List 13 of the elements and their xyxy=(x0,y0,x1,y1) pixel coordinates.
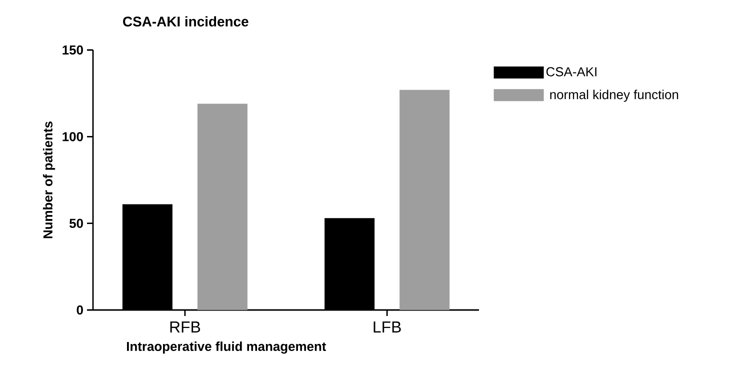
y-tick-label: 150 xyxy=(62,45,83,55)
chart-title: CSA-AKI incidence xyxy=(123,16,248,27)
x-axis-title: Intraoperative fluid management xyxy=(127,342,326,354)
bar xyxy=(400,90,450,310)
y-axis-title: Number of patients xyxy=(42,122,56,238)
x-tick-label: LFB xyxy=(374,322,401,332)
x-tick-label: RFB xyxy=(170,322,200,332)
legend-label: CSA-AKI xyxy=(546,67,596,76)
bar xyxy=(197,104,248,310)
y-tick-label: 50 xyxy=(69,218,83,228)
y-tick-label: 0 xyxy=(76,305,83,315)
legend-label: normal kidney function xyxy=(550,90,678,102)
y-tick-label: 100 xyxy=(62,132,83,142)
